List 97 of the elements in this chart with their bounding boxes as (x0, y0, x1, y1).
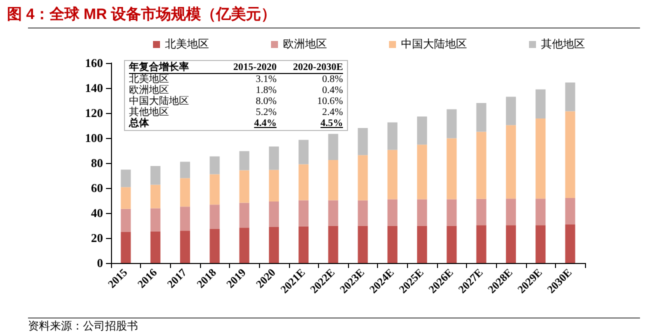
bar (268, 170, 279, 202)
annotation: 4.5% (320, 118, 343, 129)
bar (180, 162, 190, 178)
bar (417, 226, 428, 263)
bar (150, 166, 160, 185)
bar (328, 160, 338, 200)
annotation: 2015-2020 (232, 62, 277, 74)
annotation: 4.4% (253, 118, 277, 129)
annotation: 欧洲地区 (129, 85, 169, 96)
y-tick-label: 40 (91, 206, 103, 220)
bar (239, 202, 250, 228)
annotation: 2020-2030E (292, 62, 343, 74)
y-tick-label: 160 (85, 56, 103, 70)
bar (536, 225, 546, 263)
annotation: 10.6% (316, 96, 343, 107)
bar (506, 198, 516, 226)
bar (358, 226, 368, 263)
bar (358, 200, 368, 226)
bar (506, 225, 516, 263)
annotation: 总体 (129, 118, 150, 129)
bar (446, 109, 457, 138)
bar (180, 206, 190, 231)
bar (446, 199, 457, 226)
bar (328, 226, 338, 263)
y-tick-label: 120 (85, 106, 103, 120)
bar (476, 198, 486, 226)
bar (210, 204, 220, 229)
bar (387, 226, 398, 263)
bar (120, 208, 131, 232)
bar (150, 231, 160, 263)
bar (298, 200, 309, 226)
annotation: 北美地区 (129, 74, 170, 85)
bar (210, 156, 220, 174)
annotation: 1.8% (254, 85, 277, 96)
bar (417, 144, 428, 200)
bar (358, 155, 368, 200)
bar (565, 82, 576, 112)
legend-label: 其他地区 (541, 38, 585, 50)
bar (268, 146, 279, 170)
annotation: 0.4% (321, 85, 343, 96)
bar (120, 232, 131, 263)
legend-label: 中国大陆地区 (401, 38, 467, 50)
bar (565, 224, 576, 263)
bar (536, 118, 546, 199)
annotation: 年复合增长率 (129, 62, 190, 74)
chart-title: 图 4：全球 MR 设备市场规模（亿美元） (7, 5, 276, 23)
bar (120, 187, 131, 209)
annotation: 5.2% (254, 107, 277, 118)
bar (268, 227, 279, 263)
bar (328, 134, 338, 160)
bar (180, 230, 190, 263)
y-tick-label: 20 (91, 231, 103, 245)
y-tick-label: 80 (91, 156, 103, 170)
bar (328, 200, 338, 226)
bar (506, 96, 516, 126)
bar (446, 138, 457, 200)
y-tick-label: 0 (97, 256, 103, 270)
bar (476, 225, 486, 263)
bar (446, 226, 457, 263)
annotation: 8.0% (254, 96, 277, 107)
bar (239, 228, 250, 263)
bar (210, 174, 220, 205)
bar (417, 199, 428, 226)
legend-label: 欧洲地区 (283, 38, 327, 50)
bar (358, 128, 368, 156)
bar (298, 164, 309, 200)
bar (387, 122, 398, 150)
annotation: 3.1% (254, 74, 277, 85)
bar (476, 103, 486, 132)
bar (536, 198, 546, 226)
y-tick-label: 60 (91, 181, 103, 195)
bar (298, 226, 309, 263)
bar (565, 198, 576, 224)
annotation: 2.4% (321, 107, 343, 118)
annotation: 其他地区 (129, 107, 170, 118)
bar (180, 178, 190, 207)
bar (268, 202, 279, 227)
annotation: 0.8% (321, 74, 343, 85)
bar (239, 170, 250, 203)
y-tick-label: 100 (85, 131, 103, 145)
text: 资料来源：公司招股书 (28, 320, 138, 332)
bar (298, 140, 309, 164)
bar (476, 132, 486, 199)
bar (239, 151, 250, 170)
bar (417, 116, 428, 145)
annotation: 中国大陆地区 (129, 96, 190, 107)
bar (536, 89, 546, 118)
bar (565, 111, 576, 198)
bar (120, 170, 131, 188)
legend-label: 北美地区 (165, 38, 209, 50)
bar (150, 184, 160, 208)
bar (387, 199, 398, 226)
bar (210, 229, 220, 263)
bar (506, 125, 516, 199)
bar (150, 208, 160, 232)
bar (387, 150, 398, 200)
y-tick-label: 140 (85, 81, 103, 95)
